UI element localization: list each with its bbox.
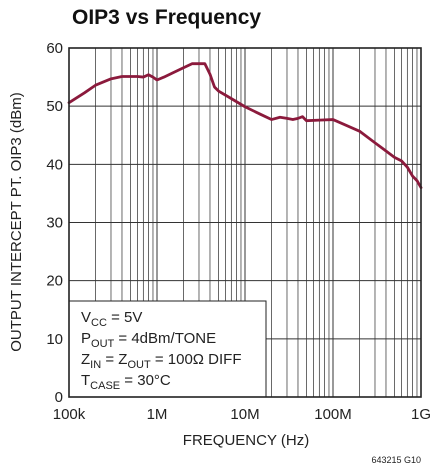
plot-frame <box>68 47 422 398</box>
y-tick-label: 30 <box>46 215 63 232</box>
conditions-box: VCC = 5V POUT = 4dBm/TONE ZIN = ZOUT = 1… <box>68 300 267 398</box>
condition-pout: POUT = 4dBm/TONE <box>81 330 216 350</box>
y-tick-label: 10 <box>46 331 63 348</box>
y-tick-label: 50 <box>46 98 63 115</box>
figure-note: 643215 G10 <box>371 455 421 465</box>
x-axis-label: FREQUENCY (Hz) <box>183 432 309 449</box>
y-tick-label: 20 <box>46 273 63 290</box>
series-layer <box>67 62 423 189</box>
conditions-box-frame <box>68 300 267 398</box>
x-tick-label: 10M <box>230 406 259 423</box>
y-tick-label: 40 <box>46 156 63 173</box>
chart-title: OIP3 vs Frequency <box>72 6 262 29</box>
condition-vcc: VCC = 5V <box>81 309 142 329</box>
y-axis-label: OUTPUT INTERCEPT PT. OIP3 (dBm) <box>8 92 25 351</box>
x-tick-label: 1G <box>411 406 431 423</box>
y-tick-label: 60 <box>46 40 63 57</box>
x-tick-label: 100M <box>314 406 352 423</box>
x-tick-label: 100k <box>53 406 86 423</box>
condition-impedance: ZIN = ZOUT = 100Ω DIFF <box>81 351 242 371</box>
x-tick-label: 1M <box>147 406 168 423</box>
tick-labels: 100k 1M 10M 100M 1G 0 10 20 30 40 50 60 <box>46 40 431 423</box>
y-tick-label: 0 <box>55 389 63 406</box>
series-line-0 <box>67 62 423 189</box>
condition-tcase: TCASE = 30°C <box>81 372 171 392</box>
